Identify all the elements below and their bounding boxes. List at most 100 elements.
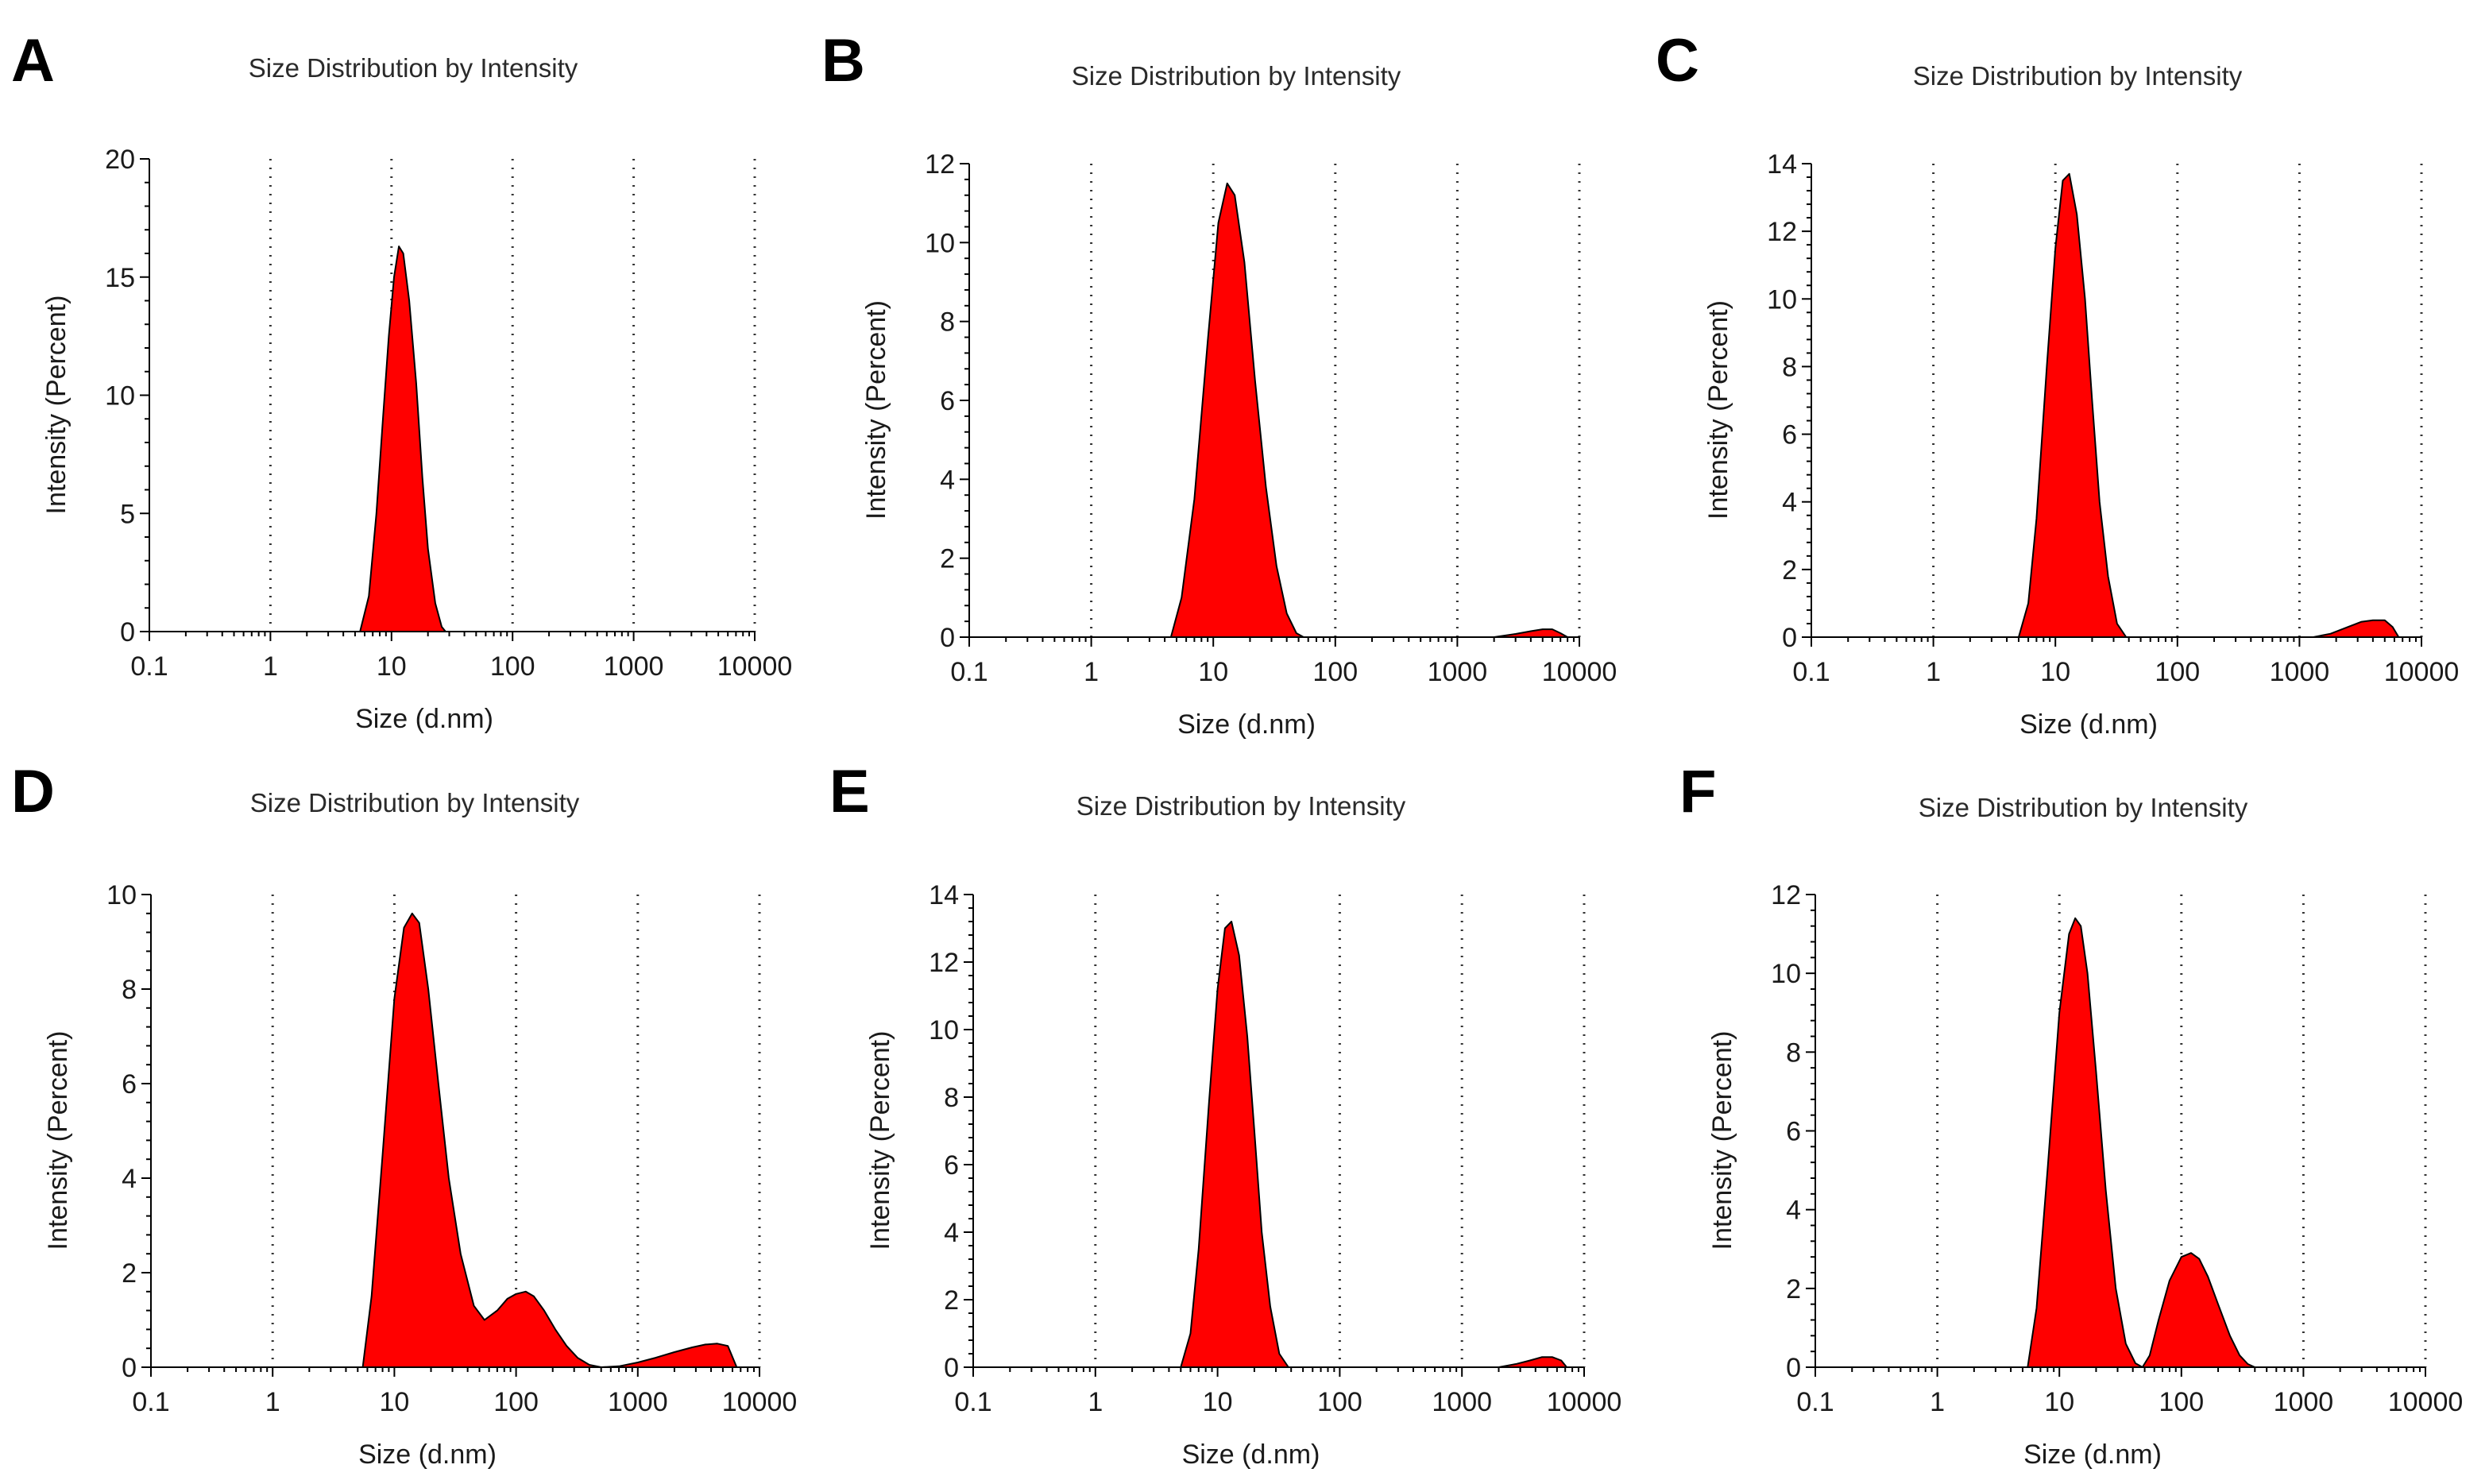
y-tick-label: 0 <box>122 1353 137 1383</box>
chart-title-a: Size Distribution by Intensity <box>249 53 578 83</box>
y-axis-label: Intensity (Percent) <box>865 1031 895 1250</box>
distribution-peak-f-1 <box>2027 917 2256 1368</box>
y-tick-label: 12 <box>1771 880 1801 910</box>
y-tick-label: 2 <box>122 1258 137 1289</box>
x-tick-label: 1000 <box>608 1387 668 1417</box>
x-tick-label: 100 <box>490 651 535 682</box>
panel-letter-b: B <box>821 27 865 95</box>
y-tick-label: 6 <box>122 1069 137 1099</box>
y-tick-label: 8 <box>944 1083 959 1113</box>
chart-title-b: Size Distribution by Intensity <box>1072 61 1401 91</box>
y-tick-label: 20 <box>105 145 135 175</box>
chart-title-c: Size Distribution by Intensity <box>1913 61 2243 91</box>
y-tick-label: 0 <box>1786 1353 1801 1383</box>
y-tick-label: 10 <box>1767 284 1797 315</box>
distribution-peak-c-1 <box>2018 172 2128 638</box>
chart-title-f: Size Distribution by Intensity <box>1919 793 2248 822</box>
y-tick-label: 0 <box>940 623 955 653</box>
y-tick-label: 5 <box>120 499 135 529</box>
y-tick-label: 15 <box>105 263 135 293</box>
distribution-peak-a-1 <box>359 245 446 632</box>
y-axis-label: Intensity (Percent) <box>1707 1031 1737 1250</box>
chart-title-d: Size Distribution by Intensity <box>250 788 580 817</box>
x-tick-label: 0.1 <box>950 657 987 687</box>
y-tick-label: 12 <box>929 948 959 978</box>
x-tick-label: 1 <box>263 651 278 682</box>
panel-letter-c: C <box>1656 27 1699 95</box>
panel-letter-d: D <box>11 758 55 825</box>
y-tick-label: 4 <box>1782 488 1797 518</box>
x-tick-label: 1000 <box>1428 657 1488 687</box>
distribution-peak-c-2 <box>2312 619 2400 638</box>
distribution-peak-e-1 <box>1180 921 1289 1368</box>
y-tick-label: 4 <box>944 1218 959 1248</box>
x-tick-label: 1 <box>1084 657 1099 687</box>
x-tick-label: 1 <box>265 1387 280 1417</box>
y-tick-label: 10 <box>106 880 137 910</box>
y-tick-label: 2 <box>944 1285 959 1316</box>
distribution-peak-b-2 <box>1493 628 1569 638</box>
x-tick-label: 10 <box>1198 657 1228 687</box>
x-axis-label: Size (d.nm) <box>1177 709 1316 740</box>
distribution-peak-b-1 <box>1169 182 1304 638</box>
x-tick-label: 0.1 <box>130 651 168 682</box>
y-tick-label: 14 <box>1767 149 1797 180</box>
x-tick-label: 10000 <box>2384 657 2460 687</box>
x-tick-label: 10000 <box>717 651 793 682</box>
y-tick-label: 8 <box>1782 352 1797 382</box>
y-tick-label: 10 <box>105 381 135 412</box>
x-tick-label: 10 <box>379 1387 409 1417</box>
panel-letter-e: E <box>829 758 870 825</box>
x-tick-label: 1 <box>1926 657 1941 687</box>
y-tick-label: 4 <box>122 1164 137 1194</box>
x-tick-label: 1000 <box>604 651 664 682</box>
x-tick-label: 10000 <box>1547 1387 1622 1417</box>
y-axis-label: Intensity (Percent) <box>1703 300 1733 520</box>
x-tick-label: 1 <box>1930 1387 1945 1417</box>
x-tick-label: 10000 <box>2388 1387 2464 1417</box>
y-tick-label: 6 <box>940 386 955 416</box>
distribution-peak-e-2 <box>1498 1356 1568 1368</box>
x-tick-label: 10000 <box>722 1387 798 1417</box>
x-tick-label: 100 <box>2159 1387 2204 1417</box>
y-tick-label: 2 <box>940 544 955 574</box>
x-tick-label: 100 <box>1317 1387 1362 1417</box>
y-tick-label: 6 <box>1782 420 1797 450</box>
x-tick-label: 100 <box>493 1387 539 1417</box>
x-tick-label: 10 <box>1203 1387 1233 1417</box>
x-tick-label: 0.1 <box>954 1387 991 1417</box>
y-tick-label: 2 <box>1782 555 1797 585</box>
y-tick-label: 12 <box>925 149 955 180</box>
x-tick-label: 10 <box>377 651 407 682</box>
y-tick-label: 10 <box>925 228 955 258</box>
y-tick-label: 14 <box>929 880 959 910</box>
x-axis-label: Size (d.nm) <box>2019 709 2158 740</box>
x-axis-label: Size (d.nm) <box>358 1440 497 1470</box>
distribution-peak-d-1 <box>361 912 738 1368</box>
x-tick-label: 10 <box>2040 657 2070 687</box>
x-tick-label: 1 <box>1088 1387 1103 1417</box>
y-tick-label: 0 <box>1782 623 1797 653</box>
x-tick-label: 100 <box>1312 657 1358 687</box>
x-tick-label: 10 <box>2044 1387 2074 1417</box>
y-tick-label: 6 <box>1786 1117 1801 1147</box>
y-axis-label: Intensity (Percent) <box>861 300 891 520</box>
x-tick-label: 0.1 <box>1792 657 1830 687</box>
y-tick-label: 2 <box>1786 1274 1801 1304</box>
y-tick-label: 0 <box>120 617 135 647</box>
y-axis-label: Intensity (Percent) <box>41 296 72 515</box>
x-axis-label: Size (d.nm) <box>1182 1440 1320 1470</box>
y-tick-label: 0 <box>944 1353 959 1383</box>
x-axis-label: Size (d.nm) <box>2023 1440 2162 1470</box>
panel-letter-f: F <box>1679 758 1716 825</box>
x-tick-label: 100 <box>2155 657 2200 687</box>
y-tick-label: 10 <box>1771 959 1801 989</box>
x-axis-label: Size (d.nm) <box>355 704 493 734</box>
y-tick-label: 4 <box>1786 1196 1801 1226</box>
